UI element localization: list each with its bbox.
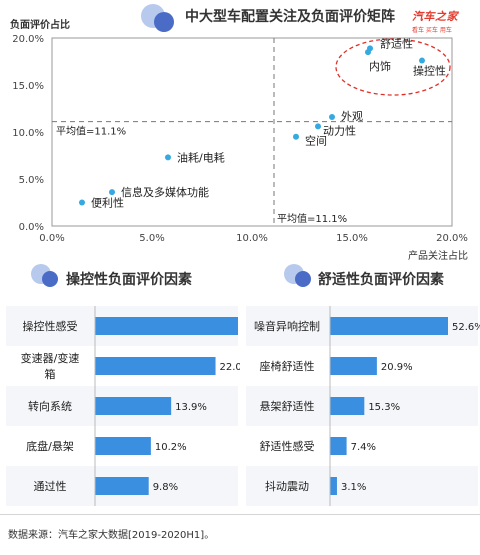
left-title-bubbles-icon: [31, 264, 58, 287]
y-axis-title: 负面评价占比: [10, 20, 70, 31]
bar-row-background: [246, 466, 478, 506]
x-tick-label: 5.0%: [139, 233, 164, 244]
mean-label-y: 平均值=11.1%: [56, 125, 126, 138]
scatter-point: [315, 123, 321, 130]
bar-category-label: 舒适性感受: [260, 439, 315, 453]
bar-value-label: 9.8%: [153, 482, 178, 493]
scatter-point-label: 操控性: [413, 64, 446, 78]
bar-value-label: 15.3%: [368, 402, 400, 413]
bar-category-label: 抖动震动: [265, 479, 309, 493]
bar: [330, 357, 377, 375]
bar: [330, 317, 448, 335]
scatter-point: [79, 199, 85, 206]
bar-category-label: 通过性: [34, 479, 67, 493]
bar-category-label: 悬架舒适性: [260, 399, 315, 413]
brand-logo: 汽车之家 看车 买车 用车: [412, 8, 474, 34]
bar: [330, 397, 365, 415]
plot-frame: [51, 37, 453, 227]
y-tick-label: 15.0%: [12, 81, 44, 92]
scatter-point-label: 油耗/电耗: [177, 150, 225, 164]
scatter-point: [293, 133, 299, 140]
scatter-point-label: 便利性: [91, 196, 124, 210]
scatter-point: [329, 113, 335, 120]
x-tick-label: 20.0%: [436, 233, 468, 244]
x-tick-label: 0.0%: [39, 233, 64, 244]
scatter-chart: 0.0% 5.0% 10.0% 15.0% 20.0% 0.0% 5.0% 10.0% 15.0…: [12, 34, 468, 244]
mean-label-x: 平均值=11.1%: [277, 212, 347, 225]
left-bar-chart: 操控性感受26.1%变速器/变速箱22.0%转向系统13.9%底盘/悬架10.2…: [6, 306, 240, 506]
x-tick-label: 10.0%: [236, 233, 268, 244]
scatter-point-label: 舒适性: [380, 36, 413, 50]
scatter-point-label: 空间: [305, 134, 327, 148]
logo-subtext: 看车 买车 用车: [412, 27, 452, 34]
bar: [330, 477, 337, 495]
x-axis-title: 产品关注占比: [408, 251, 468, 262]
bar: [95, 477, 149, 495]
right-title-bubbles-icon: [284, 264, 311, 287]
scatter-point: [419, 57, 425, 64]
bar-value-label: 20.9%: [381, 362, 413, 373]
footer-divider: [0, 514, 480, 515]
bar-category-label: 座椅舒适性: [260, 359, 315, 373]
scatter-point-label: 外观: [341, 110, 363, 123]
x-tick-label: 15.0%: [336, 233, 368, 244]
y-tick-label: 10.0%: [12, 128, 44, 139]
bar: [95, 397, 172, 415]
title-bubbles-icon: [141, 4, 174, 32]
bar-category-label: 操控性感受: [23, 319, 78, 333]
scatter-point: [365, 49, 371, 56]
right-bar-chart-title: 舒适性负面评价因素: [318, 272, 444, 288]
highlight-ellipse: [335, 38, 451, 96]
bar-value-label: 22.0%: [220, 362, 240, 373]
scatter-point-label: 信息及多媒体功能: [121, 185, 209, 199]
page-title: 中大型车配置关注及负面评价矩阵: [185, 9, 395, 25]
bar: [95, 357, 216, 375]
right-bar-chart: 噪音异响控制 52.6% 座椅舒适性 20.9% 悬架舒适性 15.3% 舒适性感受 7.4%…: [246, 306, 480, 506]
bar-value-label: 3.1%: [341, 482, 366, 493]
bar: [95, 437, 151, 455]
scatter-point: [165, 154, 171, 161]
y-tick-label: 5.0%: [19, 175, 44, 186]
logo-text: 汽车之家: [412, 10, 458, 23]
y-tick-label: 20.0%: [12, 34, 44, 45]
bar-value-label: 13.9%: [175, 402, 207, 413]
y-tick-label: 0.0%: [19, 222, 44, 233]
left-bar-chart-title: 操控性负面评价因素: [66, 272, 192, 288]
source-note: 数据来源：汽车之家大数据[2019-2020H1]。: [8, 530, 215, 541]
bar: [330, 437, 347, 455]
bar-value-label: 10.2%: [155, 442, 187, 453]
bar: [95, 317, 238, 335]
bar-value-label: 7.4%: [351, 442, 376, 453]
bar-category-label: 噪音异响控制: [254, 319, 320, 333]
scatter-point-label: 内饰: [369, 59, 391, 73]
scatter-point-label: 动力性: [323, 123, 356, 137]
scatter-point: [109, 189, 115, 196]
bar-category-label: 底盘/悬架: [26, 439, 74, 453]
bar-category-label: 转向系统: [28, 399, 72, 413]
bar-value-label: 52.6%: [452, 322, 480, 333]
bar-category-label: 变速器/变速箱: [21, 351, 80, 381]
